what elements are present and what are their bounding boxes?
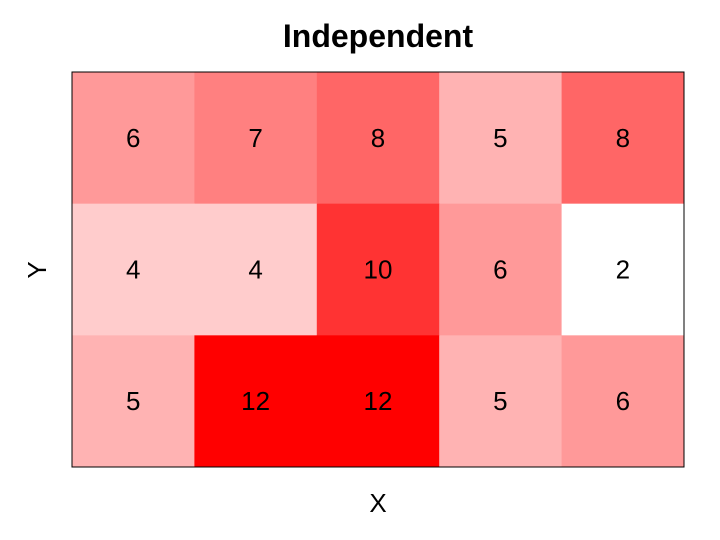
- cell-value-label-r0-c1: 7: [248, 123, 262, 153]
- heatmap-cell-r2-c4: [561, 335, 685, 468]
- heatmap-cells: 6 7 8 5 8 4 4 10 6 2 5 12 12 5 6: [72, 72, 685, 468]
- heatmap-cell-r2-c0: [72, 335, 195, 468]
- heatmap-cell-r1-c1: [194, 203, 318, 336]
- heatmap-cell-r0-c2: [316, 72, 440, 205]
- heatmap-cell-r2-c2: [316, 335, 440, 468]
- cell-value-label-r1-c0: 4: [126, 255, 140, 285]
- cell-value-label-r0-c3: 5: [493, 123, 507, 153]
- cell-value-label-r1-c3: 6: [493, 255, 507, 285]
- heatmap-cell-r2-c1: [194, 335, 318, 468]
- cell-value-label-r2-c4: 6: [616, 386, 630, 416]
- cell-value-label-r0-c4: 8: [616, 123, 630, 153]
- cell-value-label-r0-c0: 6: [126, 123, 140, 153]
- heatmap-cell-r1-c4: [561, 203, 685, 336]
- heatmap-cell-r0-c1: [194, 72, 318, 205]
- heatmap-cell-r0-c4: [561, 72, 685, 205]
- cell-value-label-r2-c3: 5: [493, 386, 507, 416]
- y-axis-label: Y: [22, 261, 52, 278]
- x-axis-label: X: [369, 488, 386, 518]
- cell-value-label-r1-c4: 2: [616, 255, 630, 285]
- cell-value-label-r2-c0: 5: [126, 386, 140, 416]
- heatmap-cell-r1-c3: [439, 203, 563, 336]
- heatmap-cell-r0-c0: [72, 72, 195, 205]
- cell-value-label-r2-c2: 12: [364, 386, 393, 416]
- heatmap-cell-r0-c3: [439, 72, 563, 205]
- cell-value-label-r2-c1: 12: [241, 386, 270, 416]
- heatmap-cell-r1-c2: [316, 203, 440, 336]
- cell-value-label-r1-c1: 4: [248, 255, 262, 285]
- chart-title: Independent: [283, 18, 474, 54]
- heatmap-cell-r2-c3: [439, 335, 563, 468]
- plot-frame: [71, 71, 685, 468]
- cell-value-label-r0-c2: 8: [371, 123, 385, 153]
- cell-value-label-r1-c2: 10: [364, 255, 393, 285]
- heatmap-cell-r1-c0: [72, 203, 195, 336]
